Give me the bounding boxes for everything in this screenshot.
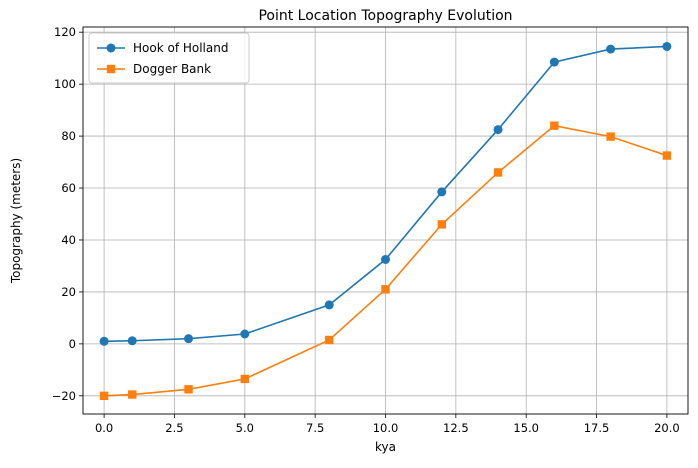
y-tick-label: 60: [61, 181, 76, 195]
grid: [83, 27, 688, 414]
y-tick-label: 80: [61, 129, 76, 143]
y-tick-label: 40: [61, 233, 76, 247]
x-tick-label: 5.0: [236, 421, 254, 435]
data-point: [606, 44, 616, 54]
data-point: [325, 335, 334, 345]
data-point: [493, 125, 503, 135]
data-point: [99, 336, 109, 346]
data-point: [240, 374, 250, 384]
y-tick-label: 20: [61, 285, 76, 299]
legend: Hook of Holland Dogger Bank: [88, 32, 250, 84]
data-point: [493, 168, 503, 177]
data-point: [184, 334, 194, 344]
data-point: [184, 385, 193, 394]
data-point: [549, 57, 559, 67]
data-point: [99, 391, 109, 401]
series-layer: [99, 41, 672, 401]
x-tick-label: 15.0: [513, 421, 539, 435]
x-tick-label: 10.0: [373, 421, 399, 435]
data-point: [127, 336, 137, 346]
x-axis: 0.0 2.5 5.0 7.5 10.0 12.5 15.0 17.5 20.0: [95, 414, 680, 435]
legend-item: Hook of Holland: [97, 41, 228, 55]
y-tick-label: 120: [54, 25, 76, 39]
data-point: [437, 220, 446, 229]
legend-item: Dogger Bank: [97, 62, 211, 76]
legend-box: [88, 32, 250, 84]
data-point: [324, 300, 334, 310]
data-point: [128, 390, 137, 399]
x-tick-label: 0.0: [95, 421, 113, 435]
data-point: [240, 329, 250, 339]
x-tick-label: 12.5: [443, 421, 469, 435]
y-tick-label: −20: [52, 389, 76, 403]
chart-title: Point Location Topography Evolution: [258, 8, 512, 24]
y-tick-label: 100: [54, 77, 76, 91]
y-axis-label: Topography (meters): [9, 158, 23, 284]
series-dogger-bank: [99, 121, 672, 401]
x-axis-label: kya: [375, 440, 396, 454]
y-axis: −20 0 20 40 60 80 100 120: [52, 25, 83, 403]
data-point: [662, 151, 672, 160]
x-tick-label: 17.5: [584, 421, 610, 435]
legend-marker: [106, 64, 116, 74]
data-point: [381, 285, 390, 294]
data-point: [381, 254, 390, 264]
y-tick-label: 0: [69, 337, 76, 351]
x-tick-label: 7.5: [306, 421, 324, 435]
legend-label: Hook of Holland: [133, 41, 228, 55]
legend-label: Dogger Bank: [133, 62, 211, 76]
legend-marker: [106, 43, 116, 53]
data-point: [606, 132, 615, 141]
x-tick-label: 20.0: [654, 421, 680, 435]
data-point: [550, 121, 559, 130]
data-point: [437, 187, 447, 197]
series-hook-of-holland: [99, 41, 672, 346]
x-tick-label: 2.5: [165, 421, 183, 435]
data-point: [662, 41, 672, 51]
